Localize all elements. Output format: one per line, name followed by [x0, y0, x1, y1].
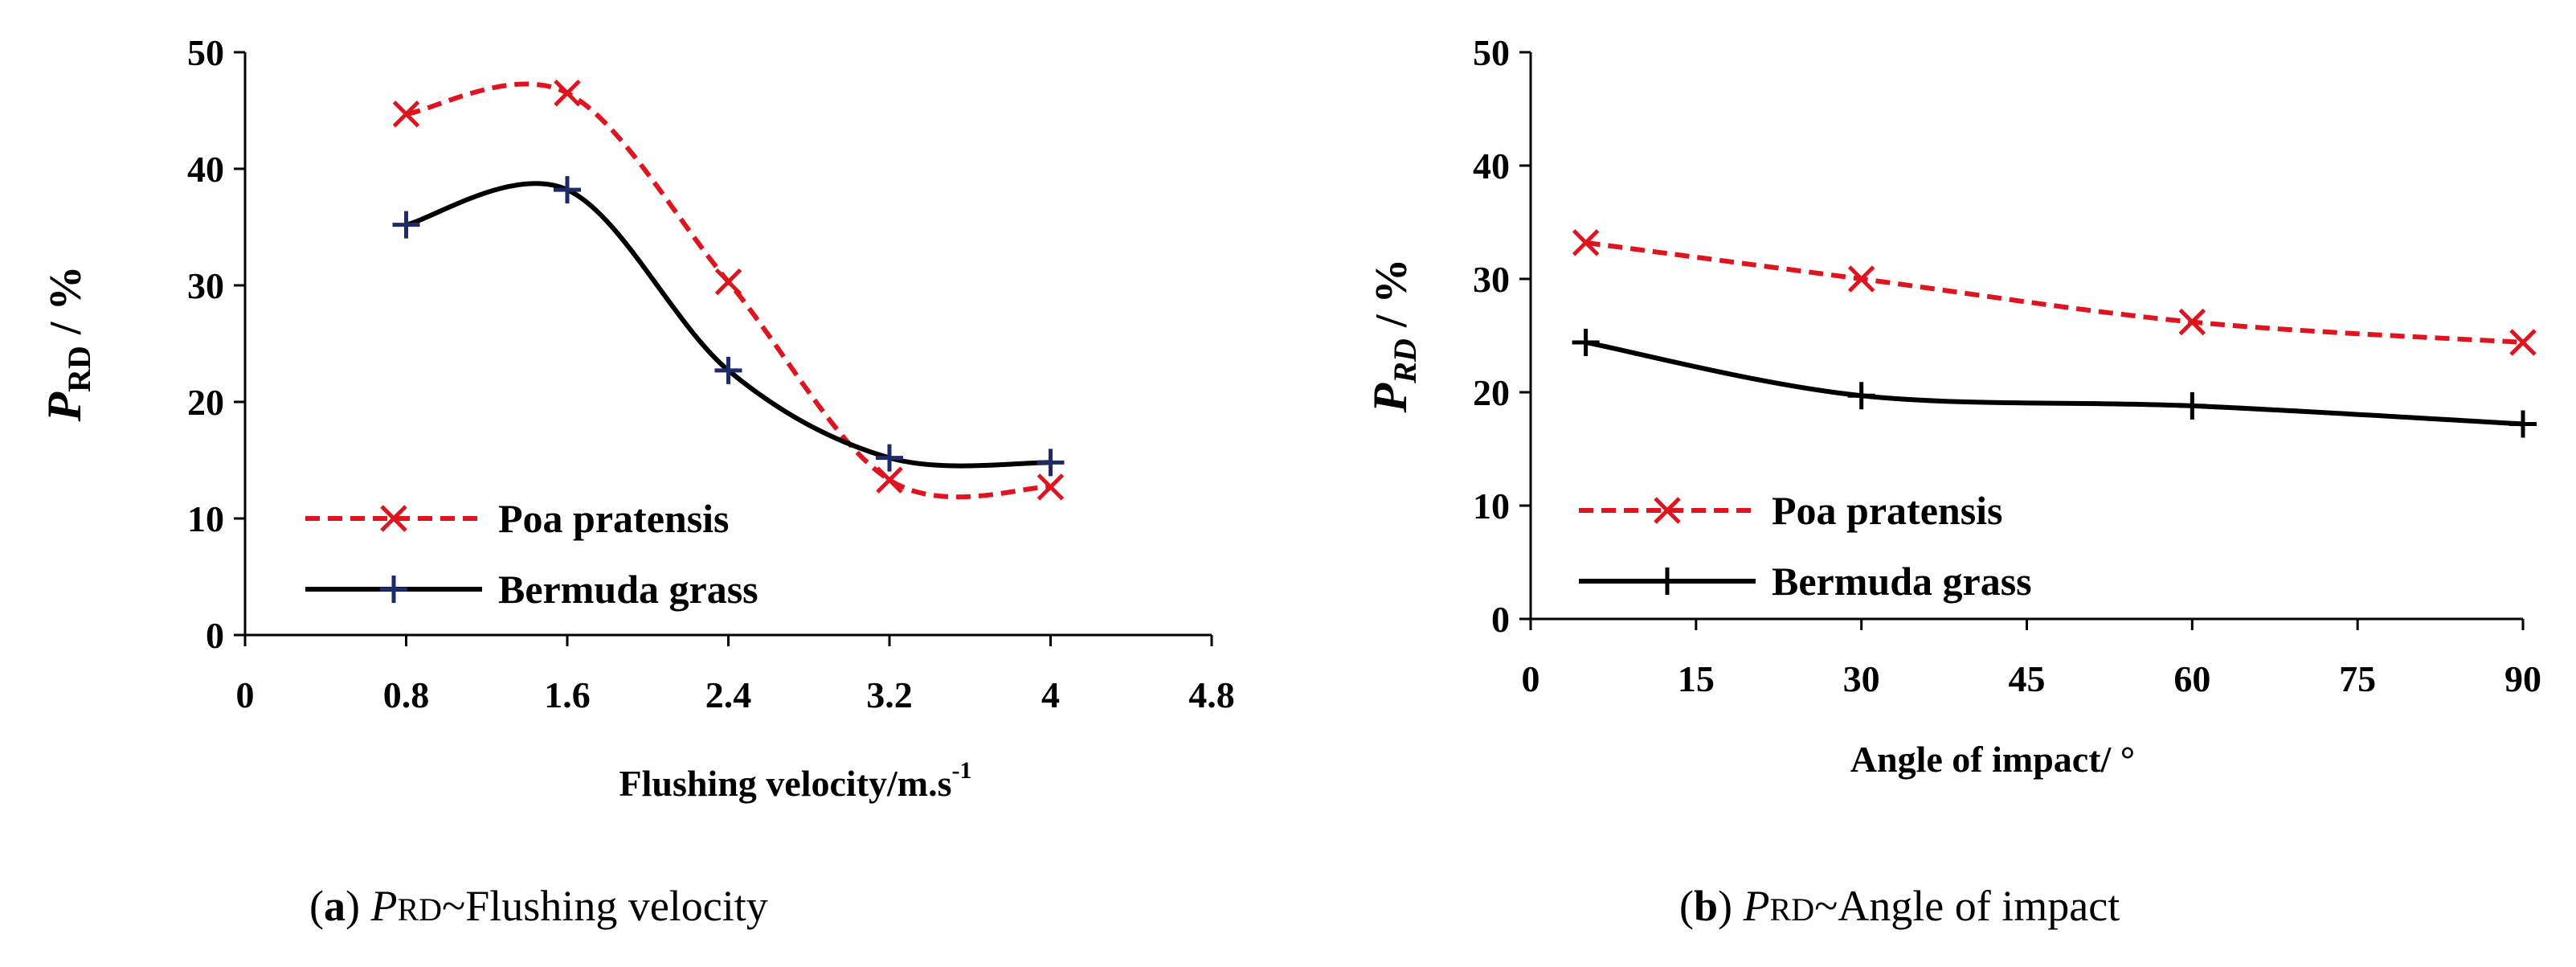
x-tick-label: 0: [236, 674, 255, 715]
data-point: [1037, 449, 1065, 477]
legend-label: Poa pratensis: [1772, 488, 2003, 533]
x-tick-label: 60: [2173, 658, 2210, 699]
x-tick-label: 30: [1843, 658, 1880, 699]
data-point: [554, 79, 581, 107]
y-tick-label: 40: [187, 149, 224, 190]
data-point: [554, 176, 581, 204]
data-point: [1847, 382, 1875, 410]
series-line-bermuda-grass: [405, 181, 1051, 469]
panel-caption: (b) PRD~Angle of impact: [1679, 882, 2120, 930]
legend-marker: [1654, 567, 1681, 595]
y-tick-label: 30: [1473, 259, 1510, 300]
legend-marker: [380, 576, 407, 603]
series-line-bermuda-grass: [1585, 340, 2524, 427]
x-tick-label: 0.8: [383, 674, 430, 715]
x-tick-label: 15: [1678, 658, 1715, 699]
y-tick-label: 0: [206, 615, 224, 656]
data-point: [876, 466, 903, 494]
series-line-poa-pratensis: [1585, 240, 2524, 345]
x-tick-label: 3.2: [866, 674, 913, 715]
y-tick-label: 40: [1473, 145, 1510, 186]
data-point: [392, 211, 420, 239]
y-tick-label: 10: [1473, 486, 1510, 527]
legend-marker: [1654, 497, 1681, 524]
y-tick-label: 50: [187, 32, 224, 73]
data-point: [714, 268, 742, 296]
data-point: [2178, 391, 2206, 420]
y-tick-label: 30: [187, 265, 224, 306]
series-line-poa-pratensis: [406, 81, 1051, 500]
panel-a-chart: 0 10 20 30 40 50 0 0.8 1.6 2.4 3.2 4 4.8 Flushing vel…: [38, 32, 1235, 930]
data-point: [392, 100, 420, 128]
x-axis-title-sup: -1: [952, 757, 972, 784]
x-tick-label: 2.4: [705, 674, 752, 715]
y-tick-label: 0: [1491, 599, 1510, 640]
data-point: [1847, 265, 1875, 293]
data-point: [2178, 308, 2206, 336]
data-point: [714, 356, 742, 384]
x-tick-label: 4.8: [1188, 674, 1235, 715]
x-tick-label: 0: [1522, 658, 1540, 699]
x-tick-label: 75: [2339, 658, 2376, 699]
data-point: [1572, 229, 1600, 256]
y-tick-label: 10: [187, 498, 224, 539]
x-axis-title: Angle of impact/ °: [1850, 739, 2135, 780]
legend-marker: [380, 505, 407, 532]
data-point: [2509, 410, 2537, 438]
legend-label: Poa pratensis: [498, 496, 730, 541]
x-axis-title: Flushing velocity/m.s-1: [619, 757, 971, 804]
y-tick-label: 50: [1473, 32, 1510, 73]
y-tick-label: 20: [1473, 372, 1510, 413]
data-point: [1037, 473, 1065, 501]
panel-b-chart: 0 10 20 30 40 50 0 15 30 45 60 75 90 Angle of impact/…: [1364, 32, 2541, 930]
y-tick-label: 20: [187, 382, 224, 423]
data-point: [1572, 328, 1600, 356]
legend-label: Bermuda grass: [1772, 559, 2032, 604]
x-tick-label: 4: [1041, 674, 1060, 715]
y-axis-title: PRD / %: [1364, 259, 1423, 414]
x-tick-label: 45: [2009, 658, 2046, 699]
x-axis-title-text: Angle of impact/ °: [1850, 739, 2135, 780]
data-point: [2509, 329, 2537, 356]
panel-caption: (a) PRD~Flushing velocity: [309, 882, 768, 930]
data-point: [876, 444, 903, 472]
legend-label: Bermuda grass: [498, 567, 758, 612]
x-tick-label: 90: [2504, 658, 2541, 699]
x-tick-label: 1.6: [544, 674, 591, 715]
y-axis-title: PRD / %: [38, 266, 97, 423]
x-axis-title-text: Flushing velocity/m.s: [619, 763, 951, 804]
